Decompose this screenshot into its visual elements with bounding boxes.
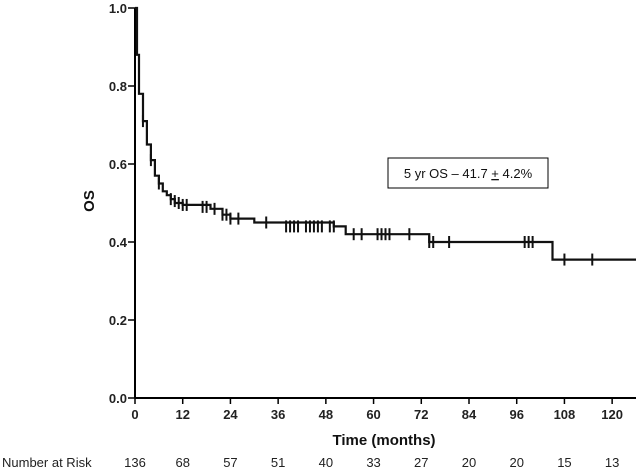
y-tick-label: 0.6 bbox=[109, 157, 127, 172]
risk-table-label: Number at Risk bbox=[2, 455, 92, 470]
risk-count: 51 bbox=[271, 455, 285, 470]
annotation-box: 5 yr OS – 41.7 + 4.2% bbox=[387, 157, 549, 189]
y-tick-label: 0.0 bbox=[109, 391, 127, 406]
risk-count: 13 bbox=[605, 455, 619, 470]
x-tick-label: 96 bbox=[509, 407, 523, 422]
censor-marks bbox=[141, 115, 594, 266]
risk-count: 40 bbox=[319, 455, 333, 470]
risk-count: 20 bbox=[462, 455, 476, 470]
x-tick-label: 84 bbox=[462, 407, 477, 422]
annotation-pm: + bbox=[491, 166, 499, 181]
x-tick-label: 12 bbox=[175, 407, 189, 422]
x-tick-label: 0 bbox=[131, 407, 138, 422]
risk-count: 57 bbox=[223, 455, 237, 470]
annotation-text: 5 yr OS – 41.7 + 4.2% bbox=[404, 166, 533, 181]
axes bbox=[134, 8, 636, 399]
y-tick-label: 0.4 bbox=[109, 235, 128, 250]
risk-count: 68 bbox=[175, 455, 189, 470]
x-axis-title: Time (months) bbox=[332, 432, 435, 449]
risk-count: 27 bbox=[414, 455, 428, 470]
annotation-prefix: 5 yr OS – 41.7 bbox=[404, 166, 491, 181]
x-tick-label: 48 bbox=[319, 407, 333, 422]
annotation-suffix: 4.2% bbox=[499, 166, 533, 181]
y-ticks: 0.0 0.2 0.4 0.6 0.8 1.0 bbox=[109, 1, 135, 406]
x-tick-label: 36 bbox=[271, 407, 285, 422]
y-tick-label: 0.8 bbox=[109, 79, 127, 94]
risk-count: 20 bbox=[509, 455, 523, 470]
y-tick-label: 1.0 bbox=[109, 1, 127, 16]
risk-count: 33 bbox=[366, 455, 380, 470]
x-tick-label: 108 bbox=[554, 407, 576, 422]
x-tick-label: 72 bbox=[414, 407, 428, 422]
x-tick-label: 60 bbox=[366, 407, 380, 422]
y-axis-title: OS bbox=[81, 190, 98, 212]
survival-curve bbox=[135, 6, 636, 261]
y-tick-label: 0.2 bbox=[109, 313, 127, 328]
risk-count: 136 bbox=[124, 455, 146, 470]
risk-count: 15 bbox=[557, 455, 571, 470]
x-tick-label: 120 bbox=[601, 407, 623, 422]
x-tick-label: 24 bbox=[223, 407, 238, 422]
x-ticks: 0 12 24 36 48 60 72 84 96 108 120 bbox=[131, 398, 623, 422]
risk-counts: 136 68 57 51 40 33 27 20 20 15 13 bbox=[124, 455, 619, 470]
